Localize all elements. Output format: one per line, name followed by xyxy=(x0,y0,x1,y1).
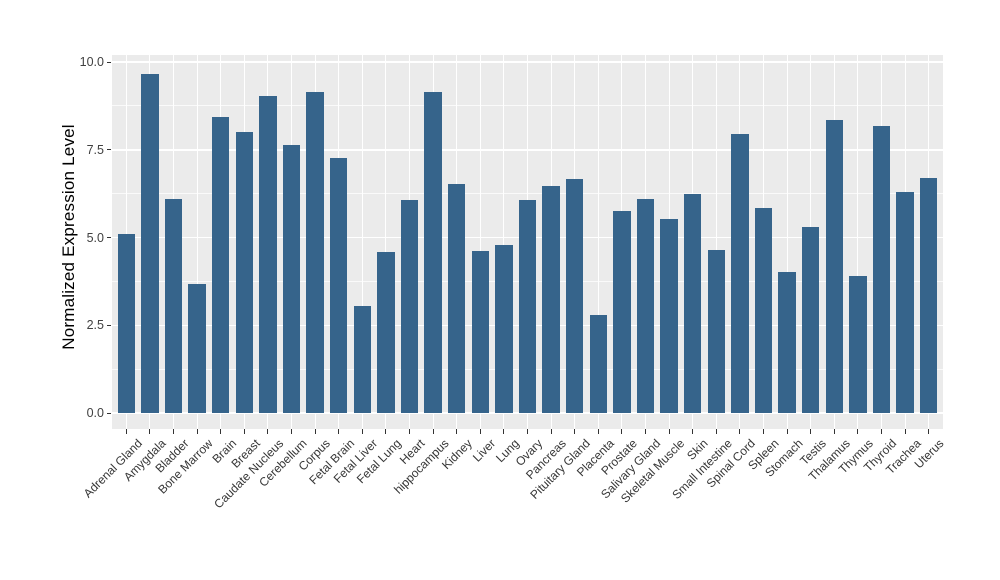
x-axis-tick-mark xyxy=(739,429,741,434)
gridline-major-vertical xyxy=(385,55,387,429)
x-axis-tick-mark xyxy=(149,429,151,434)
bar-pancreas xyxy=(542,186,560,413)
x-axis-tick-mark xyxy=(196,429,198,434)
y-axis-tick-label: 2.5 xyxy=(86,318,104,333)
gridline-major-vertical xyxy=(857,55,859,429)
bar-kidney xyxy=(448,183,466,413)
x-axis-tick-mark xyxy=(857,429,859,434)
x-axis-tick-mark xyxy=(762,429,765,434)
bar-liver xyxy=(471,250,489,413)
y-axis-tick-label: 10.0 xyxy=(79,55,104,69)
x-axis-tick-mark xyxy=(408,429,411,434)
x-axis-tick-label: Liver xyxy=(470,436,499,465)
x-axis-tick-mark xyxy=(361,429,363,434)
bar-skin xyxy=(684,193,702,413)
x-axis-tick-mark xyxy=(432,429,434,434)
bar-small-intestine xyxy=(707,250,725,413)
bar-breast xyxy=(235,132,253,413)
bar-thymus xyxy=(849,276,867,413)
y-axis-tick-mark xyxy=(107,237,111,239)
x-axis-tick-mark xyxy=(904,429,906,434)
bar-prostate xyxy=(613,210,631,413)
bar-bone-marrow xyxy=(188,284,206,413)
bar-heart xyxy=(400,200,419,413)
x-axis-tick-mark xyxy=(692,429,694,434)
bar-brain xyxy=(212,117,230,413)
bar-skeletal-muscle xyxy=(660,219,678,413)
x-axis-tick-mark xyxy=(574,429,576,434)
x-axis-tick-mark xyxy=(621,429,623,434)
x-axis-tick-mark xyxy=(125,429,127,434)
x-axis-tick-mark xyxy=(338,429,340,434)
bar-stomach xyxy=(778,271,796,413)
bar-fetal-brain xyxy=(330,157,348,413)
x-axis-tick-mark xyxy=(526,429,529,434)
bar-adrenal-gland xyxy=(117,233,135,413)
x-axis-tick-mark xyxy=(290,429,293,434)
bar-bladder xyxy=(164,198,183,413)
x-axis-tick-mark xyxy=(550,429,552,434)
bar-placenta xyxy=(589,314,607,413)
bar-salivary-gland xyxy=(636,198,655,413)
x-axis-tick-mark xyxy=(810,429,812,434)
bar-cerebellum xyxy=(282,144,301,413)
x-axis-tick-mark xyxy=(833,429,835,434)
y-axis-tick-mark xyxy=(107,149,111,151)
x-axis-tick-mark xyxy=(786,429,788,434)
x-axis-tick-mark xyxy=(715,429,717,434)
bar-corpus xyxy=(306,92,324,413)
bar-fetal-liver xyxy=(353,305,371,413)
x-axis-tick-mark xyxy=(880,429,883,434)
x-axis-tick-mark xyxy=(456,429,458,434)
bar-caudate-nucleus xyxy=(259,96,277,413)
gridline-major-vertical xyxy=(503,55,505,429)
x-axis-tick-mark xyxy=(479,429,481,434)
x-axis-tick-mark xyxy=(314,429,316,434)
x-axis-tick-mark xyxy=(172,429,175,434)
bar-trachea xyxy=(896,191,914,413)
gridline-major-vertical xyxy=(361,55,363,429)
bar-ovary xyxy=(518,199,537,413)
bar-lung xyxy=(495,244,513,413)
x-axis-tick-mark xyxy=(243,429,245,434)
bar-testis xyxy=(802,226,820,413)
gridline-major-vertical xyxy=(786,55,788,429)
gridline-major-vertical xyxy=(196,55,198,429)
x-axis-tick-mark xyxy=(385,429,387,434)
x-axis-tick-mark xyxy=(267,429,269,434)
gridline-major-vertical xyxy=(597,55,599,429)
x-axis-tick-mark xyxy=(220,429,222,434)
y-axis-tick-mark xyxy=(107,324,111,326)
bar-pituitary-gland xyxy=(566,178,584,413)
bar-hippocampus xyxy=(424,92,442,413)
y-axis-tick-mark xyxy=(107,412,111,414)
gridline-major-vertical xyxy=(715,55,717,429)
bar-thalamus xyxy=(825,119,843,413)
y-axis-tick-label: 0.0 xyxy=(86,406,104,420)
bar-fetal-lung xyxy=(377,251,395,413)
y-axis-tick-label: 5.0 xyxy=(86,230,104,245)
bar-spleen xyxy=(754,207,773,413)
y-axis-tick-mark xyxy=(107,61,111,63)
plot-panel xyxy=(112,55,943,429)
x-axis-tick-mark xyxy=(644,429,647,434)
y-axis-tick-label: 7.5 xyxy=(86,142,104,157)
bar-amygdala xyxy=(141,74,159,413)
x-axis-tick-mark xyxy=(928,429,930,434)
bar-thyroid xyxy=(872,126,891,413)
x-axis-tick-mark xyxy=(597,429,599,434)
x-axis-tick-mark xyxy=(503,429,505,434)
gridline-major-vertical xyxy=(479,55,481,429)
bar-spinal-cord xyxy=(731,133,749,413)
x-axis-tick-mark xyxy=(668,429,670,434)
bar-uterus xyxy=(920,177,938,413)
